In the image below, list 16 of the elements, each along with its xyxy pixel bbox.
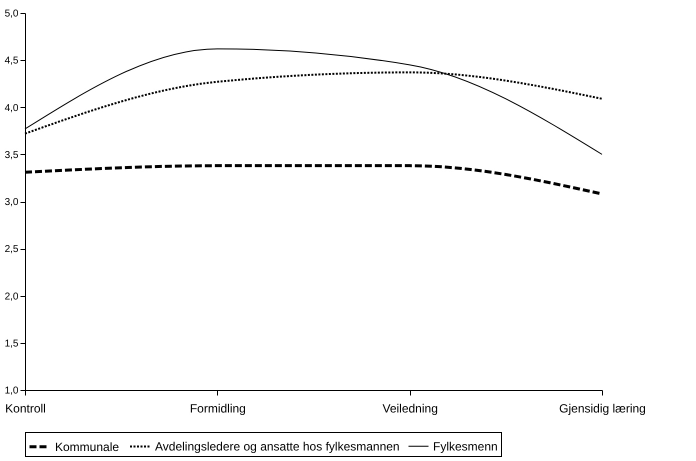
y-tick-label: 2,5	[4, 244, 19, 256]
y-tick-label: 5,0	[4, 8, 19, 20]
y-tick-label: 3,5	[4, 150, 19, 161]
y-tick-label: 2,0	[4, 291, 19, 302]
x-tick-label: Gjensidig læring	[559, 402, 646, 416]
y-tick-label: 3,0	[4, 197, 19, 208]
legend-label: Avdelingsledere og ansatte hos fylkesmannen	[155, 440, 400, 454]
x-tick-label: Veiledning	[382, 402, 438, 416]
x-tick-label: Formidling	[190, 402, 246, 416]
x-tick-label: Kontroll	[5, 402, 46, 416]
y-tick-label: 4,5	[4, 56, 19, 67]
y-tick-label: 4,0	[4, 102, 19, 114]
y-tick-label: 1,0	[4, 386, 19, 396]
legend-label: Fylkesmenn	[433, 439, 498, 454]
legend-label: Kommunale	[55, 440, 120, 454]
y-tick-label: 1,5	[4, 338, 19, 350]
